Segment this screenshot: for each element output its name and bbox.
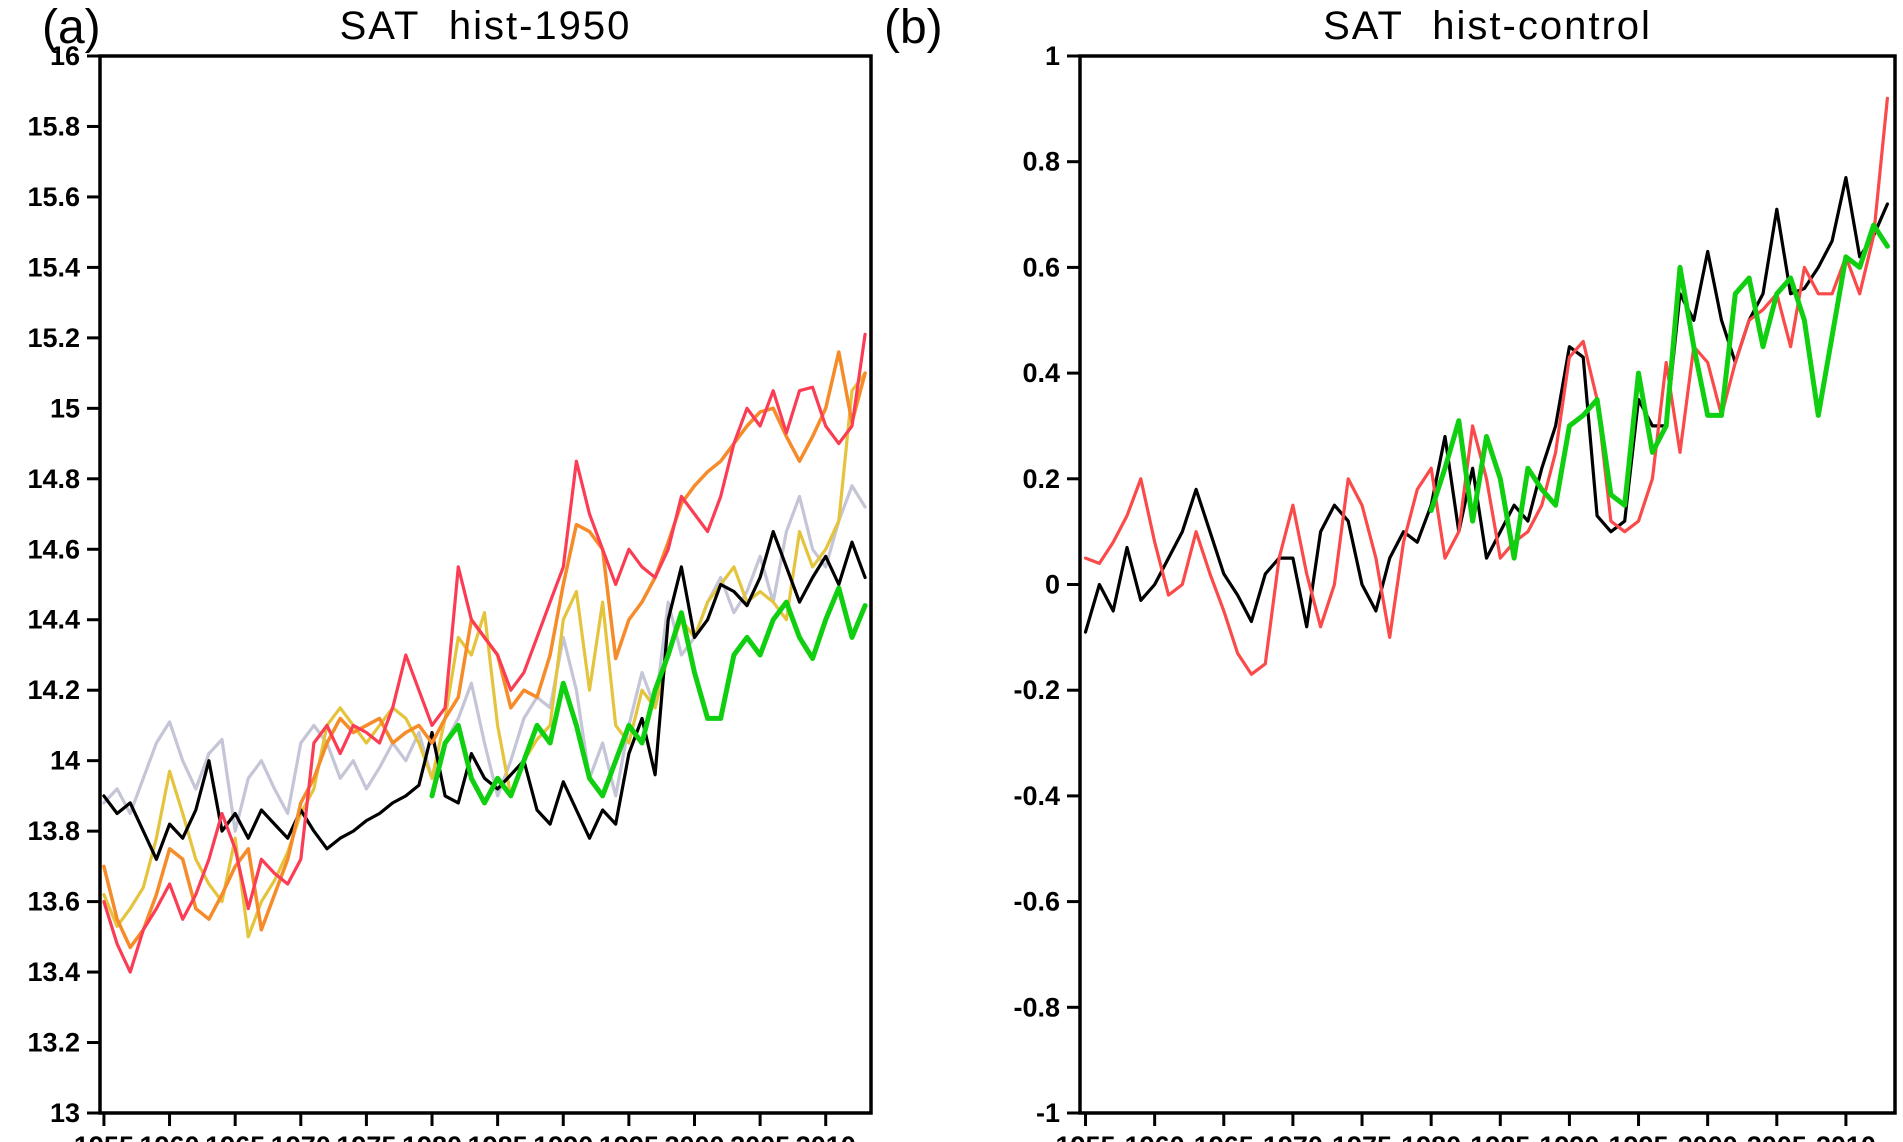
x-tick-label: 1965 (1194, 1131, 1254, 1142)
y-tick-label: 15.4 (27, 252, 80, 282)
x-tick-label: 1955 (1055, 1131, 1115, 1142)
y-tick-label: 13.2 (27, 1028, 80, 1058)
y-tick-label: 0 (1045, 570, 1060, 600)
y-tick-label: 16 (50, 41, 80, 71)
y-tick-label: -1 (1036, 1098, 1060, 1128)
y-tick-label: 1 (1045, 41, 1060, 71)
plot-frame (98, 54, 873, 1115)
panel-b-title: SAT hist-control (1323, 4, 1652, 48)
y-tick-label: 13 (50, 1098, 80, 1128)
panel-b-label: (b) (884, 1, 943, 54)
x-tick-label: 1960 (140, 1131, 200, 1142)
x-tick-label: 1995 (599, 1131, 659, 1142)
y-tick-label: -0.2 (1013, 675, 1060, 705)
panel-a-plot: 16 15.8 15.6 15.4 15.2 15 14.8 14.6 14.4 14.2 14 13… (27, 41, 873, 1142)
y-tick-label: 14 (50, 746, 80, 776)
series-line-green (429, 585, 868, 806)
x-tick-label: 1990 (1539, 1131, 1599, 1142)
x-tick-label: 1955 (74, 1131, 134, 1142)
y-tick-label: 13.4 (27, 957, 80, 987)
y-tick-label: 14.6 (27, 534, 80, 564)
series-line-black (102, 529, 867, 861)
x-tick-label: 1995 (1609, 1131, 1669, 1142)
y-tick-label: -0.6 (1013, 887, 1060, 917)
y-tick-label: 0.2 (1022, 464, 1060, 494)
x-tick-label: 1985 (1470, 1131, 1530, 1142)
y-tick-label: 15 (50, 393, 80, 423)
y-tick-label: -0.8 (1013, 992, 1060, 1022)
plot-frame (1078, 54, 1897, 1115)
y-tick-label: 15.2 (27, 323, 80, 353)
y-tick-label: 14.4 (27, 605, 80, 635)
panel-b-plot: 1 0.8 0.6 0.4 0.2 0 -0.2 -0.4 -0.6 -0.8 -1 1955 1960… (1013, 41, 1897, 1142)
x-tick-label: 2005 (1747, 1131, 1807, 1142)
x-tick-label: 1970 (1263, 1131, 1323, 1142)
x-tick-label: 1970 (271, 1131, 331, 1142)
x-tick-label: 2010 (796, 1131, 856, 1142)
series-line-green (1428, 222, 1890, 561)
series-line-red (102, 332, 867, 974)
x-tick-label: 1980 (1401, 1131, 1461, 1142)
x-tick-label: 1975 (1332, 1131, 1392, 1142)
y-tick-label: 0.4 (1022, 358, 1060, 388)
series-line-red (1083, 96, 1890, 676)
y-tick-label: 13.6 (27, 887, 80, 917)
x-tick-label: 1975 (336, 1131, 396, 1142)
x-tick-label: 1990 (533, 1131, 593, 1142)
y-tick-label: 14.8 (27, 464, 80, 494)
y-tick-label: 15.8 (27, 111, 80, 141)
x-tick-label: 2000 (1678, 1131, 1738, 1142)
x-tick-label: 1980 (402, 1131, 462, 1142)
y-tick-label: 0.6 (1022, 252, 1060, 282)
panel-a-label: (a) (42, 1, 101, 54)
y-tick-label: 13.8 (27, 816, 80, 846)
y-tick-label: -0.4 (1013, 781, 1060, 811)
panel-a-title: SAT hist-1950 (339, 4, 632, 48)
x-tick-label: 1960 (1125, 1131, 1185, 1142)
y-tick-label: 15.6 (27, 182, 80, 212)
x-tick-label: 1985 (468, 1131, 528, 1142)
y-tick-label: 14.2 (27, 675, 80, 705)
x-tick-label: 1965 (205, 1131, 265, 1142)
x-tick-label: 2010 (1816, 1131, 1876, 1142)
x-tick-label: 2000 (664, 1131, 724, 1142)
x-tick-label: 2005 (730, 1131, 790, 1142)
series-line-orange (102, 350, 867, 950)
series-line-gray (102, 484, 867, 833)
y-tick-label: 0.8 (1022, 147, 1060, 177)
series-line-gold (102, 371, 867, 939)
